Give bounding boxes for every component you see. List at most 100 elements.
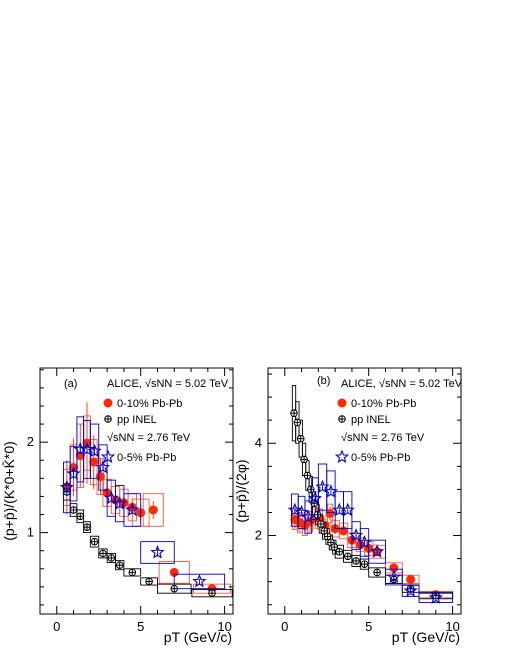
legend-marker [103,398,113,408]
data-point [192,573,207,588]
panel-a-legend: 0-10% Pb-Pb pp INEL 0-5% Pb-Pb [100,398,182,464]
data-point [112,496,127,510]
data-point [301,509,316,524]
panel-b-axes: 0 5 10 2 4 [255,368,461,634]
legend-label: 0-10% Pb-Pb [351,398,416,410]
syst-box [106,552,116,563]
series-1 [290,385,454,600]
x-tick-label: 10 [217,619,231,634]
panel-b-xlabel: pT (GeV/c) [392,629,460,645]
data-point [306,485,315,494]
panel-b-ylabel: (p+p̄)/(2φ) [233,459,249,522]
syst-box [89,535,100,548]
legend-marker [338,415,346,423]
data-point [406,574,416,584]
series-0 [290,503,454,600]
panel-a-plot [59,402,233,598]
data-point [323,532,332,541]
panel-b-annotation: ALICE, √sNN = 5.02 TeV [341,378,463,390]
data-point [323,484,339,498]
data-point [290,409,298,418]
data-point [403,583,418,598]
x-tick-label: 0 [281,619,288,634]
data-point [357,534,372,549]
data-point [369,544,385,558]
legend-label: 0-5% Pb-Pb [117,452,176,464]
syst-box [123,493,142,527]
data-point [428,590,443,604]
series-0 [62,402,231,594]
data-point [315,479,330,494]
panel-a-xlabel: pT (GeV/c) [164,629,232,645]
panel-a-annotation-2: √sNN = 2.76 TeV [107,432,191,444]
data-point [59,479,74,494]
data-point [99,549,107,558]
data-point [66,466,81,480]
data-point [293,418,302,427]
x-tick-label: 0 [53,619,60,634]
series-2 [287,463,454,604]
data-point [104,490,119,505]
data-point [150,544,165,559]
data-point [343,552,352,561]
data-point [83,523,91,531]
y-tick-label: 2 [255,528,262,543]
data-point [317,520,325,528]
data-point [145,577,153,586]
syst-box [368,539,386,564]
data-point [95,459,111,474]
panel-b-plot [287,385,454,604]
data-point [330,543,339,551]
series-1 [63,483,233,598]
data-point [95,472,105,482]
data-point [115,561,124,569]
data-point [352,557,360,565]
data-point [208,589,216,597]
data-point [386,569,402,584]
x-tick-label: 5 [365,619,372,634]
legend-label: pp INEL [117,414,157,426]
data-point [296,434,305,443]
legend-label: pp INEL [351,414,391,426]
panel-a-ylabel: (p+p̄)/(K*0+K̄*0) [1,441,17,541]
data-point [79,441,95,456]
x-tick-label: 5 [137,619,144,634]
data-point [287,502,302,517]
panel-b-legend: 0-10% Pb-Pb pp INEL 0-5% Pb-Pb [334,398,416,464]
data-point [335,547,344,556]
data-point [107,554,116,562]
syst-box [140,541,175,564]
data-point [90,537,99,546]
legend-label: 0-5% Pb-Pb [351,452,410,464]
y-tick-label: 1 [27,525,34,540]
panel-b-label: (b) [317,375,330,387]
panel-a-label: (a) [64,378,77,390]
y-tick-label: 4 [255,435,262,450]
syst-box [359,558,370,570]
data-point [148,505,158,515]
data-point [125,502,140,517]
data-point [69,506,78,514]
data-point [320,527,329,535]
data-point [89,457,99,467]
data-point [303,471,312,480]
data-point [348,528,364,542]
data-point [300,455,308,464]
legend-marker [100,449,116,464]
data-point [340,502,355,517]
data-point [307,491,323,505]
data-point [325,508,335,518]
x-tick-label: 10 [445,619,459,634]
data-point [373,568,381,577]
y-tick-label: 2 [27,434,34,449]
panel-a-annotation: ALICE, √sNN = 5.02 TeV [107,378,229,390]
legend-marker [334,449,350,464]
panel-b-annotation-2: √sNN = 2.76 TeV [341,432,425,444]
legend-marker [337,398,347,408]
series-2 [59,416,226,590]
legend-label: 0-10% Pb-Pb [117,398,182,410]
data-point [360,560,369,568]
data-point [87,443,102,458]
panel-b-frame [267,367,462,615]
